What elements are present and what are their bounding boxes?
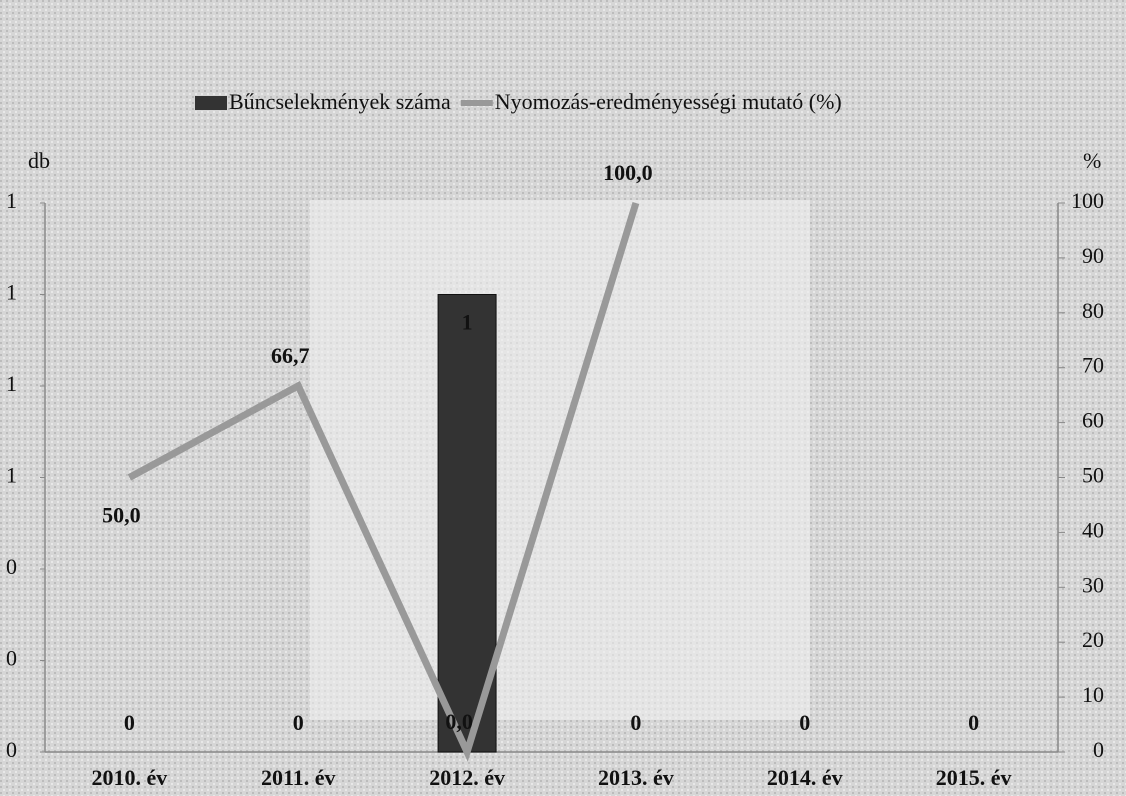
x-tick-label: 2012. év xyxy=(429,765,505,790)
legend-swatch xyxy=(460,100,493,106)
y2-tick-label: 30 xyxy=(1082,572,1104,597)
y-tick-label: 0 xyxy=(6,554,17,579)
y2-tick-label: 40 xyxy=(1082,517,1104,542)
line xyxy=(127,201,640,762)
legend-label: Bűncselekmények száma xyxy=(229,89,451,114)
x-tick-label: 2011. év xyxy=(261,765,336,790)
y2-tick-label: 100 xyxy=(1071,188,1104,213)
line-value-label: 100,0 xyxy=(603,160,653,185)
line-value-label: 0,0 xyxy=(445,709,473,734)
y-tick-label: 0 xyxy=(6,646,17,671)
y2-tick-label: 0 xyxy=(1093,737,1104,762)
bar-value-label: 0 xyxy=(293,710,304,735)
bar xyxy=(437,294,497,753)
y2-tick-label: 10 xyxy=(1082,682,1104,707)
y2-tick-label: 70 xyxy=(1082,353,1104,378)
line-value-label: 66,7 xyxy=(271,343,310,368)
y-tick-label: 1 xyxy=(6,371,17,396)
bar-value-label: 0 xyxy=(799,710,810,735)
legend-label: Nyomozás-eredményességi mutató (%) xyxy=(495,89,842,114)
y2-tick-label: 20 xyxy=(1082,627,1104,652)
y2-tick-label: 50 xyxy=(1082,463,1104,488)
x-tick-label: 2015. év xyxy=(936,765,1012,790)
y-tick-label: 0 xyxy=(6,737,17,762)
bar-value-label: 1 xyxy=(462,310,473,335)
y2-tick-label: 80 xyxy=(1082,298,1104,323)
bar-value-label: 0 xyxy=(124,710,135,735)
y2-tick-label: 90 xyxy=(1082,243,1104,268)
x-tick-label: 2010. év xyxy=(92,765,168,790)
line-value-label: 50,0 xyxy=(102,503,141,528)
y2-axis-label: % xyxy=(1083,148,1101,173)
legend-swatch xyxy=(195,96,227,110)
x-tick-label: 2014. év xyxy=(767,765,843,790)
y-tick-label: 1 xyxy=(6,463,17,488)
y-tick-label: 1 xyxy=(6,188,17,213)
x-tick-label: 2013. év xyxy=(598,765,674,790)
bar-value-label: 0 xyxy=(630,710,641,735)
y-tick-label: 1 xyxy=(6,280,17,305)
y-axis-label: db xyxy=(28,148,50,173)
bar-value-label: 0 xyxy=(968,710,979,735)
y2-tick-label: 60 xyxy=(1082,408,1104,433)
